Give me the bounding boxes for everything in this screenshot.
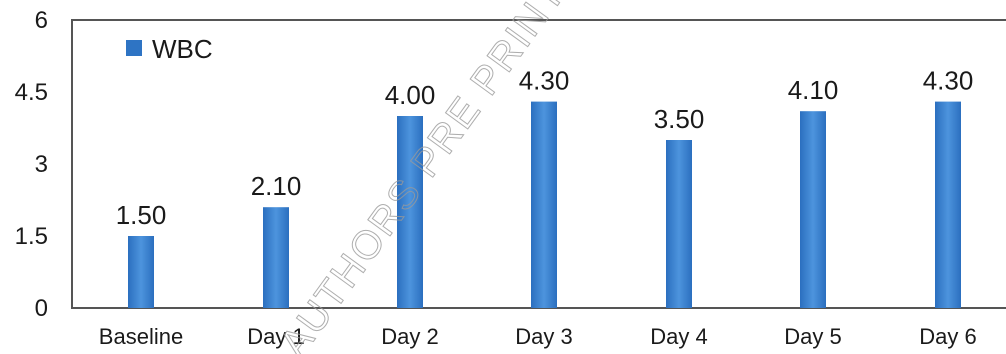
x-tick-label: Day 4 — [650, 324, 707, 349]
x-tick-label: Day 1 — [247, 324, 304, 349]
x-tick-label: Day 3 — [515, 324, 572, 349]
legend-label-wbc: WBC — [152, 34, 213, 64]
y-axis: 0 1.5 3 4.5 6 — [15, 7, 48, 322]
data-label: 2.10 — [251, 171, 302, 201]
y-tick-label: 6 — [35, 7, 48, 34]
data-label: 4.00 — [385, 80, 436, 110]
legend: WBC — [126, 34, 213, 64]
data-label: 4.30 — [519, 66, 570, 96]
x-tick-label: Day 6 — [919, 324, 976, 349]
x-tick-label: Day 5 — [784, 324, 841, 349]
x-axis: Baseline Day 1 Day 2 Day 3 Day 4 Day 5 Day 6 — [99, 324, 977, 349]
bar-day-3 — [531, 101, 557, 308]
data-label: 1.50 — [116, 200, 167, 230]
x-tick-label: Baseline — [99, 324, 183, 349]
data-label: 4.30 — [923, 66, 974, 96]
bar-day-6 — [935, 101, 961, 308]
bar-baseline — [128, 236, 154, 308]
bar-day-2 — [397, 116, 423, 308]
legend-swatch-wbc — [126, 40, 142, 56]
y-tick-label: 0 — [35, 295, 48, 322]
bar-series-wbc — [128, 101, 961, 308]
x-tick-label: Day 2 — [381, 324, 438, 349]
y-tick-label: 3 — [35, 151, 48, 178]
data-label: 3.50 — [654, 104, 705, 134]
data-label: 4.10 — [788, 75, 839, 105]
data-labels: 1.50 2.10 4.00 4.30 3.50 4.10 4.30 — [116, 66, 974, 230]
bar-day-4 — [666, 140, 692, 308]
y-tick-label: 1.5 — [15, 223, 48, 250]
bar-day-5 — [800, 111, 826, 308]
bar-day-1 — [263, 207, 289, 308]
y-tick-label: 4.5 — [15, 79, 48, 106]
